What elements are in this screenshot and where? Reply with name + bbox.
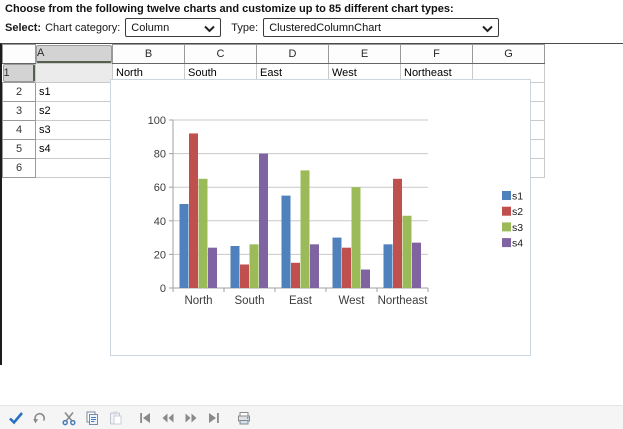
svg-text:0: 0 xyxy=(160,283,166,295)
last-record-button[interactable] xyxy=(205,409,222,426)
chevron-down-icon xyxy=(482,25,493,33)
row-header-1[interactable]: 1 xyxy=(2,64,35,82)
next-record-button[interactable] xyxy=(182,409,199,426)
clustered-column-chart: 0 20 40 60 80 100 North South East West Northeast s… xyxy=(148,115,524,307)
svg-text:s3: s3 xyxy=(512,222,523,234)
cell-B1[interactable]: North xyxy=(112,63,185,83)
cell-C1[interactable]: South xyxy=(184,63,257,83)
svg-text:South: South xyxy=(234,295,264,307)
cell-A4[interactable]: s3 xyxy=(35,120,113,140)
chart-category-label: Chart category: xyxy=(45,21,121,34)
cell-A5[interactable]: s4 xyxy=(35,139,113,159)
cut-button[interactable] xyxy=(60,409,77,426)
row-header-5[interactable]: 5 xyxy=(2,139,36,159)
chart-select-controls: Select: Chart category: Column Type: Clu… xyxy=(5,17,500,38)
svg-text:s2: s2 xyxy=(512,206,523,218)
row-header-6[interactable]: 6 xyxy=(2,158,36,178)
svg-text:60: 60 xyxy=(154,182,166,194)
previous-record-icon xyxy=(162,413,173,422)
row-header-4[interactable]: 4 xyxy=(2,120,36,140)
chart-type-value: ClusteredColumnChart xyxy=(269,21,382,34)
undo-button[interactable] xyxy=(30,409,47,426)
select-label: Select: xyxy=(5,21,42,34)
copy-button[interactable] xyxy=(83,409,100,426)
svg-text:West: West xyxy=(339,295,366,307)
chart-category-select[interactable]: Column xyxy=(125,18,222,37)
chart-type-label: Type: xyxy=(231,21,259,34)
row-header-3[interactable]: 3 xyxy=(2,101,36,121)
accept-button[interactable] xyxy=(7,409,24,426)
cell-A3[interactable]: s2 xyxy=(35,101,113,121)
svg-text:40: 40 xyxy=(154,216,166,228)
row-header-2[interactable]: 2 xyxy=(2,82,36,102)
svg-text:North: North xyxy=(184,295,212,307)
print-icon xyxy=(237,411,250,424)
next-record-icon xyxy=(185,413,196,422)
embedded-chart[interactable]: 0 20 40 60 80 100 North South East West Northeast s… xyxy=(110,79,531,356)
paste-icon xyxy=(109,411,121,424)
column-header-F[interactable]: F xyxy=(400,44,473,64)
previous-record-button[interactable] xyxy=(159,409,176,426)
last-record-icon xyxy=(208,412,219,423)
spreadsheet: A B C D E F G 1 North South East West Northeast 2 s1 3 s… xyxy=(0,43,623,365)
cell-A2[interactable]: s1 xyxy=(35,82,113,102)
svg-text:100: 100 xyxy=(148,115,166,127)
undo-icon xyxy=(32,412,45,423)
column-header-D[interactable]: D xyxy=(256,44,329,64)
svg-text:80: 80 xyxy=(154,149,166,161)
cell-A1[interactable] xyxy=(35,63,113,83)
first-record-button[interactable] xyxy=(136,409,153,426)
svg-text:Northeast: Northeast xyxy=(378,295,429,307)
first-record-icon xyxy=(139,412,150,423)
chart-type-select[interactable]: ClusteredColumnChart xyxy=(263,18,500,37)
print-button[interactable] xyxy=(235,409,252,426)
paste-button[interactable] xyxy=(106,409,123,426)
cell-A6[interactable] xyxy=(35,158,113,178)
column-header-C[interactable]: C xyxy=(184,44,257,64)
check-icon xyxy=(8,411,23,424)
svg-text:s1: s1 xyxy=(512,191,523,203)
grid-corner-cell[interactable] xyxy=(2,44,36,64)
svg-text:s4: s4 xyxy=(512,238,523,250)
chevron-down-icon xyxy=(204,25,215,33)
copy-icon xyxy=(86,411,98,425)
column-header-G[interactable]: G xyxy=(472,44,545,64)
column-header-B[interactable]: B xyxy=(112,44,185,64)
instructions-text: Choose from the following twelve charts … xyxy=(5,3,454,15)
svg-text:East: East xyxy=(289,295,313,307)
column-header-A[interactable]: A xyxy=(36,44,112,63)
chart-category-value: Column xyxy=(131,21,170,34)
svg-text:20: 20 xyxy=(154,249,166,261)
scissors-icon xyxy=(61,411,76,425)
column-header-E[interactable]: E xyxy=(328,44,401,64)
bottom-toolbar xyxy=(0,405,623,429)
